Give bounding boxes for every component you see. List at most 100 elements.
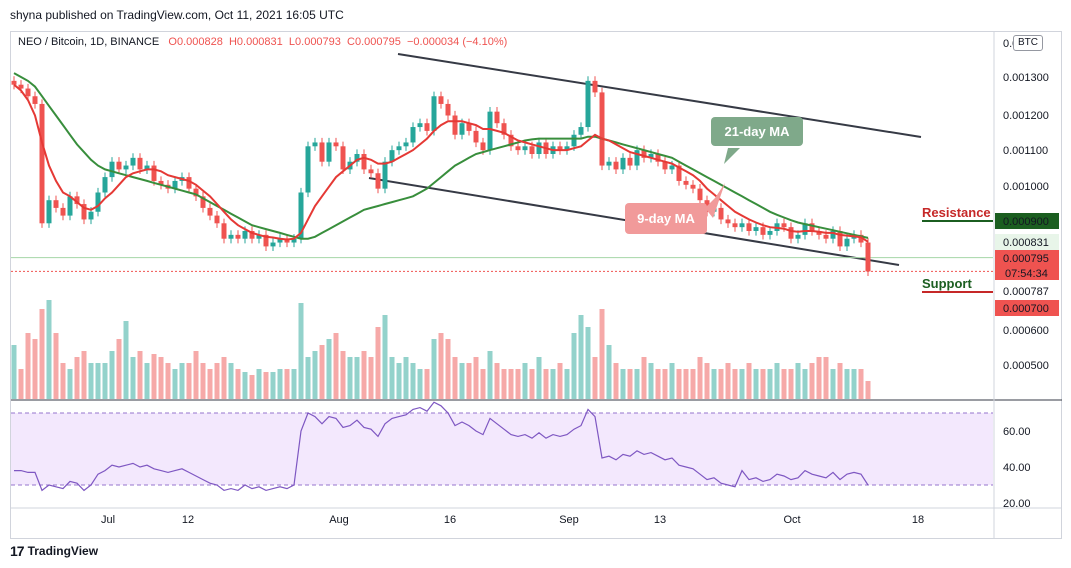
candle-body xyxy=(18,84,24,89)
volume-bar xyxy=(368,357,374,399)
volume-bar xyxy=(256,369,262,399)
volume-bar xyxy=(851,369,857,399)
candle-body xyxy=(32,96,38,104)
volume-bar xyxy=(802,369,808,399)
candle-body xyxy=(781,223,787,228)
candle-body xyxy=(361,154,367,170)
volume-bar xyxy=(704,363,710,399)
candle-body xyxy=(382,161,388,189)
volume-bar xyxy=(816,357,822,399)
rsi-tick-label: 20.00 xyxy=(1003,498,1031,510)
volume-bar xyxy=(466,363,472,399)
time-tick-label: Jul xyxy=(101,514,115,526)
candle-body xyxy=(312,142,318,147)
volume-bar xyxy=(858,369,864,399)
candle-body xyxy=(116,161,122,170)
candle-body xyxy=(445,103,451,116)
volume-bar xyxy=(109,351,115,399)
candle-body xyxy=(816,231,822,235)
volume-bar xyxy=(571,333,577,399)
close-value: C0.000795 xyxy=(347,36,401,48)
volume-bar xyxy=(102,363,108,399)
ma21-line xyxy=(13,72,869,240)
price-tick-label: 0.001000 xyxy=(1003,181,1049,193)
volume-bar xyxy=(298,303,304,399)
candle-body xyxy=(403,142,409,147)
candle-body xyxy=(571,134,577,147)
candle-body xyxy=(263,234,269,247)
candle-body xyxy=(95,192,101,212)
volume-bar xyxy=(613,363,619,399)
volume-bar xyxy=(697,357,703,399)
candle-body xyxy=(284,238,290,243)
volume-bar xyxy=(242,372,248,399)
candle-body xyxy=(249,231,255,239)
volume-bar xyxy=(305,357,311,399)
volume-bar xyxy=(522,363,528,399)
volume-bar xyxy=(550,369,556,399)
countdown-label: 07:54:34 xyxy=(1005,268,1048,280)
candle-body xyxy=(186,177,192,189)
volume-bar xyxy=(165,363,171,399)
ma9-callout-pointer xyxy=(705,183,725,218)
candle-body xyxy=(487,111,493,151)
volume-bar xyxy=(445,339,451,399)
price-tag-bg xyxy=(995,300,1059,316)
candle-body xyxy=(746,223,752,231)
candle-body xyxy=(109,161,115,178)
open-value: O0.000828 xyxy=(168,36,223,48)
candle-body xyxy=(809,223,815,231)
currency-badge[interactable]: BTC xyxy=(1013,35,1043,51)
volume-bar xyxy=(200,363,206,399)
candle-body xyxy=(844,238,850,247)
volume-bar xyxy=(333,333,339,399)
volume-bar xyxy=(620,369,626,399)
volume-bar xyxy=(732,369,738,399)
candle-body xyxy=(396,146,402,151)
candle-body xyxy=(704,200,710,212)
volume-bar xyxy=(837,363,843,399)
volume-bar xyxy=(151,354,157,399)
volume-bar xyxy=(81,351,87,399)
candle-body xyxy=(172,180,178,189)
volume-bar xyxy=(725,363,731,399)
candle-body xyxy=(11,80,17,85)
candle-body xyxy=(438,96,444,104)
volume-bar xyxy=(354,357,360,399)
volume-bar xyxy=(823,357,829,399)
candle-body xyxy=(599,92,605,166)
candle-body xyxy=(802,223,808,235)
candle-body xyxy=(53,200,59,208)
candle-body xyxy=(501,123,507,135)
rsi-band xyxy=(11,413,993,485)
rsi-tick-label: 40.00 xyxy=(1003,462,1031,474)
volume-bar xyxy=(410,363,416,399)
candle-body xyxy=(739,223,745,228)
volume-bar xyxy=(627,369,633,399)
candle-body xyxy=(123,165,129,170)
high-value: H0.000831 xyxy=(228,36,283,48)
volume-bar xyxy=(669,363,675,399)
volume-bar xyxy=(606,345,612,399)
candle-body xyxy=(375,173,381,189)
volume-bar xyxy=(830,369,836,399)
candle-body xyxy=(39,103,45,224)
candle-body xyxy=(137,157,143,170)
volume-bar xyxy=(599,309,605,399)
price-tick-label: 0.000600 xyxy=(1003,325,1049,337)
candle-body xyxy=(620,157,626,170)
volume-bar xyxy=(11,345,17,399)
volume-bar xyxy=(431,339,437,399)
candle-body xyxy=(613,161,619,170)
candle-body xyxy=(676,165,682,181)
volume-bar xyxy=(564,369,570,399)
candle-body xyxy=(207,207,213,216)
candle-body xyxy=(158,180,164,185)
volume-bar xyxy=(578,315,584,399)
volume-bar xyxy=(130,357,136,399)
candle-body xyxy=(466,123,472,131)
volume-bar xyxy=(67,369,73,399)
price-tag-bg xyxy=(995,250,1059,266)
volume-bar xyxy=(319,345,325,399)
